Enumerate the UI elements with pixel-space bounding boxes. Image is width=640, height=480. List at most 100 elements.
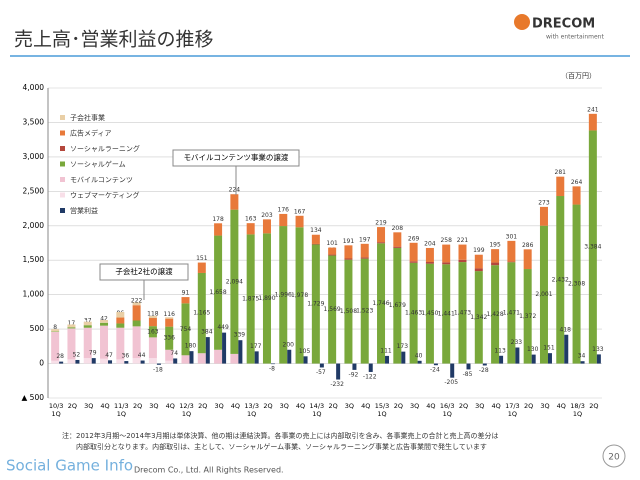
profit-bar (515, 347, 520, 364)
bar-segment (51, 331, 60, 361)
data-label: 17 (68, 320, 76, 327)
data-label: 116 (163, 311, 175, 318)
bar-segment (344, 259, 353, 364)
bar-segment (132, 358, 141, 364)
x-tick-line: 2Q (459, 402, 468, 410)
legend-label: ソーシャルゲーム (70, 160, 126, 169)
data-label: 1,523 (356, 308, 373, 315)
bar-segment (539, 206, 548, 226)
watermark: Social Game Info (6, 457, 133, 475)
bar-segment (474, 271, 483, 364)
x-tick-label: 11/3 1Q (114, 402, 129, 418)
profit-label: 339 (234, 332, 246, 339)
x-tick-label: 4Q (100, 402, 109, 410)
x-tick-line: 4Q (231, 402, 240, 410)
page-number: 20 (608, 453, 620, 463)
bar-segment (83, 325, 92, 328)
data-label: 134 (310, 227, 322, 234)
x-tick-label: 16/3 1Q (440, 402, 455, 418)
profit-label: 177 (250, 343, 262, 350)
x-tick-line: 1Q (443, 410, 452, 418)
legend-label: 営業利益 (70, 206, 98, 215)
bar-segment (148, 358, 157, 364)
data-label: 151 (196, 255, 208, 262)
bar-segment (458, 259, 467, 263)
bar-segment (295, 227, 304, 364)
data-label: 1,463 (405, 310, 422, 317)
bar-segment (230, 353, 239, 364)
profit-bar (238, 340, 243, 364)
bar-segment (344, 258, 353, 260)
y-tick-label: 1,500 (23, 255, 45, 264)
data-label: 167 (294, 208, 306, 215)
bar-segment (214, 349, 223, 364)
data-label: 2,001 (535, 291, 552, 298)
bar-segment (100, 358, 109, 364)
profit-bar (189, 351, 194, 364)
data-label: 208 (392, 225, 404, 232)
bar-segment (572, 204, 581, 364)
bar-segment (165, 318, 174, 327)
profit-label: 113 (494, 347, 506, 354)
bar-segment (377, 227, 386, 243)
bar-segment (165, 349, 174, 361)
bar-segment (328, 254, 337, 256)
x-tick-label: 4Q (296, 402, 305, 410)
x-tick-line: 4Q (100, 402, 109, 410)
data-label: 1,342 (470, 314, 487, 321)
bar-segment (474, 254, 483, 269)
profit-bar (499, 355, 504, 364)
x-tick-line: 4Q (557, 402, 566, 410)
bar-segment (116, 327, 125, 360)
bar-segment (507, 240, 516, 262)
x-tick-label: 4Q (426, 402, 435, 410)
data-label: 1,372 (519, 313, 536, 320)
x-tick-label: 2Q (459, 402, 468, 410)
bar-segment (181, 297, 190, 304)
data-label: 281 (555, 169, 567, 176)
x-tick-line: 3Q (149, 402, 158, 410)
profit-bar (482, 363, 487, 366)
profit-label: 133 (592, 346, 604, 353)
x-tick-label: 3Q (214, 402, 223, 410)
y-tick-label: 1,000 (23, 290, 45, 299)
bar-segment (148, 337, 157, 359)
profit-label: 449 (217, 324, 229, 331)
bar-segment (165, 326, 174, 350)
data-label: 118 (147, 311, 159, 318)
data-label: 42 (100, 315, 108, 322)
profit-label: -24 (430, 367, 440, 374)
data-label: 219 (375, 220, 387, 227)
page-circle (602, 444, 626, 468)
profit-label: 384 (201, 329, 213, 336)
bar-segment (442, 262, 451, 265)
x-tick-line: 3Q (84, 402, 93, 410)
bar-segment (311, 244, 320, 364)
profit-bar (433, 363, 438, 366)
data-label: 1,875 (242, 295, 259, 302)
x-tick-line: 3Q (410, 402, 419, 410)
bar-segment (67, 359, 76, 364)
bar-segment (393, 247, 402, 364)
bar-segment (556, 176, 565, 197)
profit-bar (466, 363, 471, 370)
bar-segment (246, 234, 255, 364)
profit-label: 28 (56, 353, 64, 360)
legend-label: 子会社事業 (70, 113, 105, 122)
legend-swatch (60, 161, 65, 167)
profit-bar (580, 361, 585, 364)
bar-segment (132, 302, 141, 306)
data-label: 1,441 (438, 310, 455, 317)
bar-segment (425, 263, 434, 364)
x-tick-label: 15/3 1Q (375, 402, 390, 418)
bar-segment (132, 326, 141, 359)
bar-segment (458, 262, 467, 364)
data-label: 163 (147, 328, 159, 335)
data-label: 1,508 (340, 308, 357, 315)
bar-segment (491, 249, 500, 263)
profit-bar (254, 351, 259, 364)
profit-bar (596, 354, 601, 364)
bar-segment (181, 355, 190, 364)
x-tick-label: 3Q (149, 402, 158, 410)
profit-label: -232 (330, 381, 344, 388)
